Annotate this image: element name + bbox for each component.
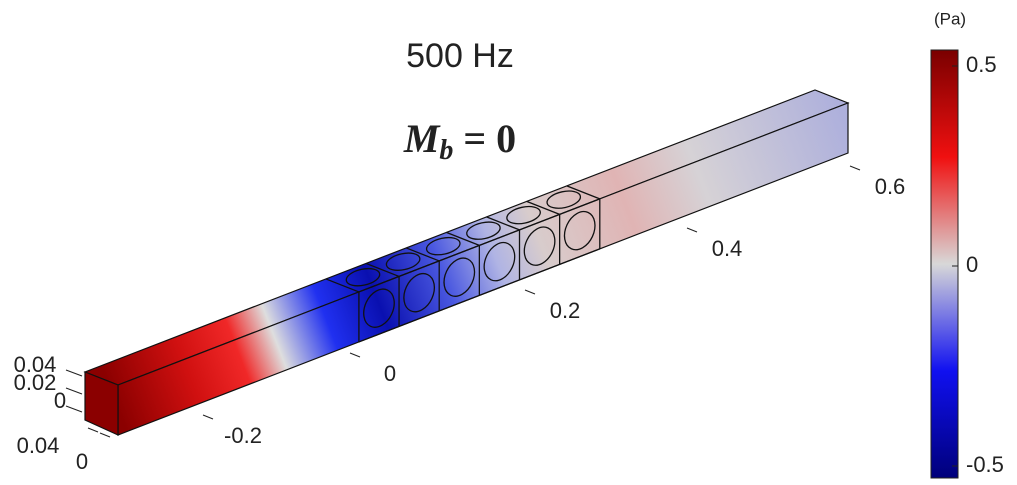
colorbar-unit: (Pa)	[934, 9, 966, 28]
x-tick	[849, 165, 861, 171]
cell-hole	[506, 205, 541, 225]
z-tick	[65, 369, 83, 377]
x-tick	[202, 414, 214, 420]
cell-edge	[446, 231, 480, 247]
x-tick-label: 0	[384, 361, 396, 386]
x-tick-label: 0.6	[875, 174, 906, 199]
x-tick	[524, 289, 536, 295]
z-tick-label: 0.04	[14, 352, 57, 377]
cell-hole	[523, 226, 556, 266]
cell-hole	[483, 241, 516, 282]
z-tick	[65, 405, 83, 413]
colorbar	[930, 49, 959, 479]
cell-hole	[466, 221, 501, 240]
cell-edge	[526, 200, 560, 215]
cell-hole	[385, 252, 421, 271]
cell-hole	[425, 236, 461, 256]
symbol: M	[403, 116, 441, 161]
y-tick	[99, 432, 111, 438]
annotation-rest: = 0	[463, 116, 516, 161]
cell-hole	[546, 190, 582, 209]
z-tick	[65, 387, 83, 395]
cell-hole	[403, 272, 436, 313]
colorbar-tick-label: 0.5	[966, 52, 997, 77]
cell-edge	[405, 247, 440, 262]
resonator-cells	[325, 185, 601, 343]
subscript: b	[439, 135, 453, 166]
cell-hole	[363, 288, 395, 328]
cell-edge	[358, 248, 601, 343]
cell-edge	[365, 262, 400, 278]
cell-edge	[325, 278, 360, 293]
cell-hole	[563, 210, 596, 251]
z-tick-label: 0.02	[14, 370, 57, 395]
x-tick-label: 0.4	[712, 236, 743, 261]
z-tick-label: 0	[54, 388, 66, 413]
y-tick-label: 0	[76, 449, 88, 474]
beam-end	[84, 371, 119, 436]
y-tick	[87, 427, 99, 433]
cell-hole	[443, 257, 476, 297]
x-tick	[349, 352, 361, 358]
annotation: Mb = 0	[403, 116, 516, 166]
cell-edge	[566, 185, 601, 200]
y-tick-label: 0.04	[17, 433, 60, 458]
cell-edge	[486, 216, 520, 231]
colorbar-tick-label: 0	[966, 252, 978, 277]
axes	[65, 165, 861, 438]
x-tick-label: 0.2	[550, 298, 581, 323]
cell-edge	[358, 198, 601, 293]
beam	[83, 89, 850, 436]
x-tick-label: -0.2	[224, 423, 262, 448]
cell-hole	[345, 267, 381, 287]
x-tick	[686, 227, 698, 233]
title: 500 Hz	[406, 37, 514, 75]
colorbar-tick-label: -0.5	[966, 452, 1004, 477]
